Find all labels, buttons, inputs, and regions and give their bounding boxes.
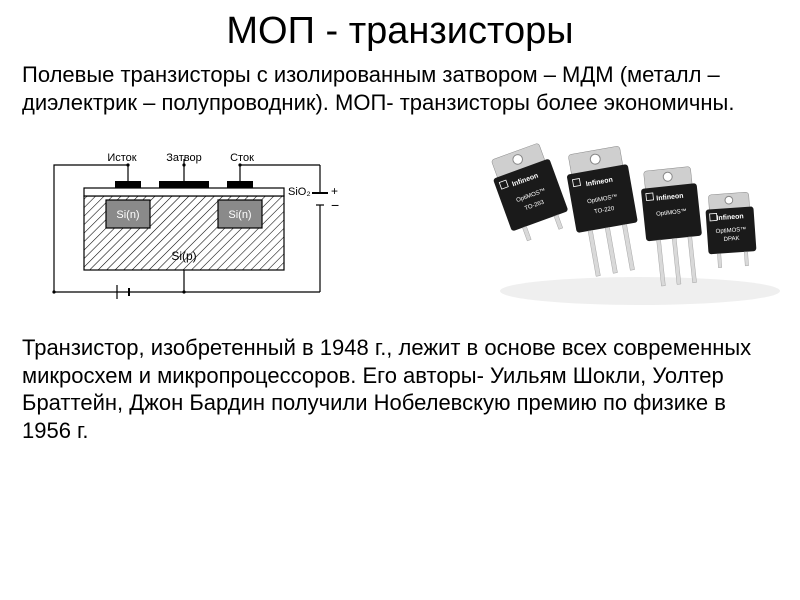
outro-paragraph: Транзистор, изобретенный в 1948 г., лежи… [0,326,800,444]
svg-text:Сток: Сток [230,152,254,164]
transistor-photo: InfineonOptiMOS™TO-263InfineonOptiMOS™TO… [480,141,780,311]
page-title: МОП - транзисторы [0,0,800,61]
svg-text:Исток: Исток [107,152,136,164]
intro-paragraph: Полевые транзисторы с изолированным затв… [0,61,800,116]
mosfet-diagram: Si(n)Si(n)Si(p)SiO₂ИстокЗатворСток+− [40,141,340,311]
svg-text:SiO₂: SiO₂ [288,186,311,198]
svg-text:DPAK: DPAK [723,236,739,243]
svg-text:Si(n): Si(n) [228,209,251,221]
svg-text:Si(n): Si(n) [116,209,139,221]
figure-row: Si(n)Si(n)Si(p)SiO₂ИстокЗатворСток+− Inf… [0,116,800,326]
svg-text:−: − [331,197,339,213]
svg-text:Si(p): Si(p) [171,249,196,263]
svg-text:+: + [331,184,338,198]
